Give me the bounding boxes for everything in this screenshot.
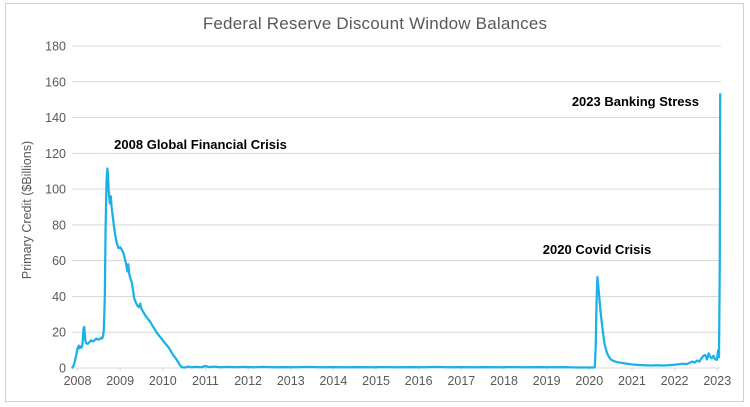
x-tick-label: 2015 xyxy=(362,374,390,388)
x-tick-label: 2009 xyxy=(106,374,134,388)
annotation-2008-global-financial-crisis: 2008 Global Financial Crisis xyxy=(114,136,287,152)
x-tick-label: 2008 xyxy=(64,374,92,388)
y-tick-label: 100 xyxy=(45,183,66,197)
x-tick-label: 2016 xyxy=(405,374,433,388)
x-tick-label: 2010 xyxy=(149,374,177,388)
y-tick-label: 120 xyxy=(45,147,66,161)
y-tick-label: 180 xyxy=(45,40,66,54)
x-tick-label: 2011 xyxy=(192,374,219,388)
chart-border xyxy=(5,3,744,402)
y-tick-label: 0 xyxy=(59,362,66,376)
chart-title: Federal Reserve Discount Window Balances xyxy=(202,14,548,33)
y-tick-label: 60 xyxy=(52,254,66,268)
x-tick-label: 2012 xyxy=(234,374,262,388)
x-tick-label: 2018 xyxy=(490,374,518,388)
y-tick-label: 20 xyxy=(52,326,66,340)
x-tick-label: 2013 xyxy=(277,374,305,388)
x-tick-label: 2019 xyxy=(533,374,561,388)
annotation-2023-banking-stress: 2023 Banking Stress xyxy=(571,94,699,109)
y-tick-label: 160 xyxy=(45,75,66,89)
x-tick-label: 2022 xyxy=(661,374,689,388)
line-primary-credit xyxy=(71,93,722,369)
x-tick-label: 2014 xyxy=(319,374,347,388)
annotation-2020-covid-crisis: 2020 Covid Crisis xyxy=(542,241,652,257)
y-tick-label: 40 xyxy=(52,290,66,304)
y-tick-label: 140 xyxy=(45,111,66,125)
x-tick-label: 2020 xyxy=(575,374,603,388)
x-tick-label: 2017 xyxy=(447,374,475,388)
x-tick-label: 2023 xyxy=(703,374,731,388)
x-tick-label: 2021 xyxy=(618,374,646,388)
y-tick-label: 80 xyxy=(52,218,66,232)
